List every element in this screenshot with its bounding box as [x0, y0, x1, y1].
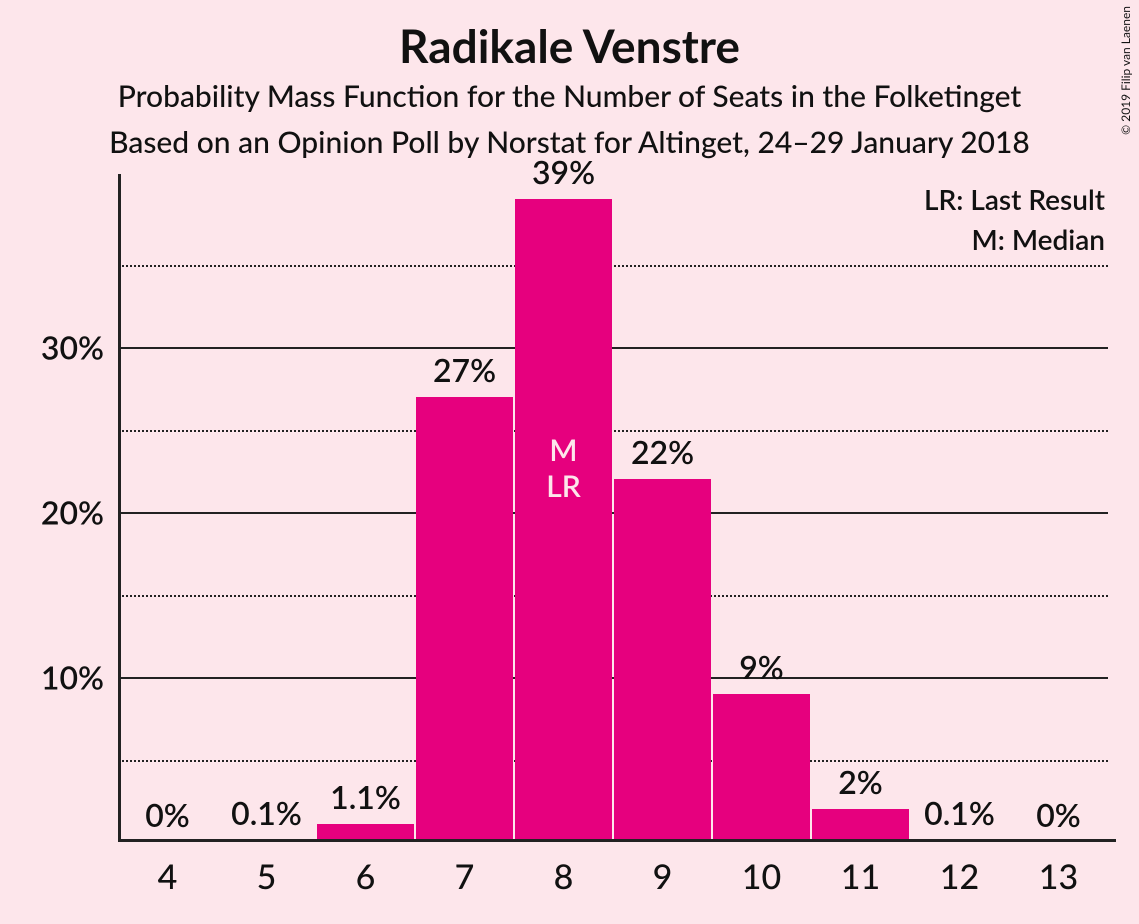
grid-minor	[118, 265, 1108, 267]
y-tick-label: 10%	[41, 658, 118, 697]
bar	[812, 809, 908, 842]
bar-value-label: 39%	[532, 152, 595, 191]
bar-value-label: 0.1%	[231, 793, 302, 832]
chart-title: Radikale Venstre	[0, 18, 1139, 73]
y-axis	[118, 174, 121, 842]
x-tick-label: 10	[742, 842, 781, 897]
bar-value-label: 1.1%	[330, 777, 401, 816]
x-tick-label: 12	[940, 842, 979, 897]
x-tick-label: 7	[455, 842, 475, 897]
plot-area: 10%20%30%0%40.1%51.1%627%739%8MLR22%99%1…	[118, 182, 1108, 842]
x-tick-label: 6	[356, 842, 376, 897]
bar-value-label: 22%	[631, 432, 694, 471]
x-tick-label: 5	[257, 842, 277, 897]
bar-value-label: 0%	[145, 795, 190, 834]
y-tick-label: 20%	[41, 493, 118, 532]
copyright-text: © 2019 Filip van Laenen	[1118, 6, 1133, 135]
x-tick-label: 9	[653, 842, 673, 897]
bar-value-label: 0.1%	[924, 793, 995, 832]
in-bar-annotation: MLR	[546, 432, 581, 504]
grid-minor	[118, 430, 1108, 432]
grid-major	[118, 677, 1108, 679]
bar	[515, 199, 611, 843]
bar	[416, 397, 512, 843]
grid-major	[118, 347, 1108, 349]
grid-minor	[118, 760, 1108, 762]
chart-root: Radikale Venstre Probability Mass Functi…	[0, 0, 1139, 924]
bar	[713, 694, 809, 843]
x-tick-label: 11	[841, 842, 880, 897]
grid-major	[118, 512, 1108, 514]
bar	[614, 479, 710, 842]
x-tick-label: 8	[554, 842, 574, 897]
x-axis	[118, 839, 1116, 842]
bar-value-label: 27%	[433, 350, 496, 389]
bar-value-label: 0%	[1036, 795, 1081, 834]
x-tick-label: 13	[1039, 842, 1078, 897]
y-tick-label: 30%	[41, 328, 118, 367]
chart-subtitle-1: Probability Mass Function for the Number…	[0, 78, 1139, 114]
bar-value-label: 2%	[838, 762, 883, 801]
grid-minor	[118, 595, 1108, 597]
x-tick-label: 4	[158, 842, 178, 897]
bar-value-label: 9%	[739, 647, 784, 686]
